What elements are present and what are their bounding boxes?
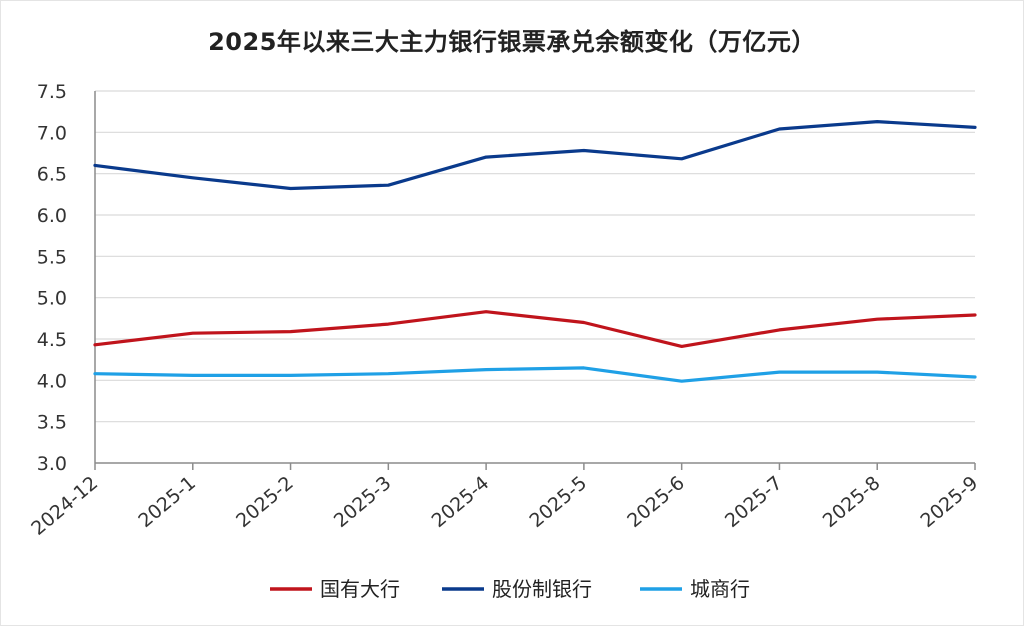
y-tick-label: 5.0 — [37, 288, 67, 310]
y-tick-label: 3.0 — [37, 453, 67, 475]
y-tick-label: 7.5 — [37, 81, 67, 103]
x-tick-label: 2025-3 — [330, 472, 396, 532]
x-tick-label: 2025-5 — [525, 472, 591, 532]
y-tick-label: 6.5 — [37, 164, 67, 186]
x-tick-label: 2024-12 — [27, 472, 102, 540]
y-tick-label: 7.0 — [37, 122, 67, 144]
x-tick-label: 2025-2 — [232, 472, 298, 532]
x-tick-label: 2025-1 — [134, 472, 200, 532]
series-line-0 — [93, 310, 977, 348]
x-tick-label: 2025-7 — [721, 472, 787, 532]
legend-label-0: 国有大行 — [320, 577, 400, 601]
y-tick-label: 4.0 — [37, 370, 67, 392]
series-line-2 — [93, 366, 977, 383]
y-tick-label: 5.5 — [37, 246, 67, 268]
series-line-1 — [93, 119, 977, 191]
x-tick-label: 2025-9 — [917, 472, 983, 532]
y-tick-label: 3.5 — [37, 412, 67, 434]
x-tick-label: 2025-8 — [819, 472, 885, 532]
x-tick-label: 2025-4 — [428, 472, 494, 532]
chart-title: 2025年以来三大主力银行银票承兑余额变化（万亿元） — [208, 28, 816, 56]
x-tick-label: 2025-6 — [623, 472, 689, 532]
y-tick-label: 4.5 — [37, 329, 67, 351]
legend-label-1: 股份制银行 — [492, 577, 592, 601]
y-tick-label: 6.0 — [37, 205, 67, 227]
legend-label-2: 城商行 — [690, 577, 750, 601]
